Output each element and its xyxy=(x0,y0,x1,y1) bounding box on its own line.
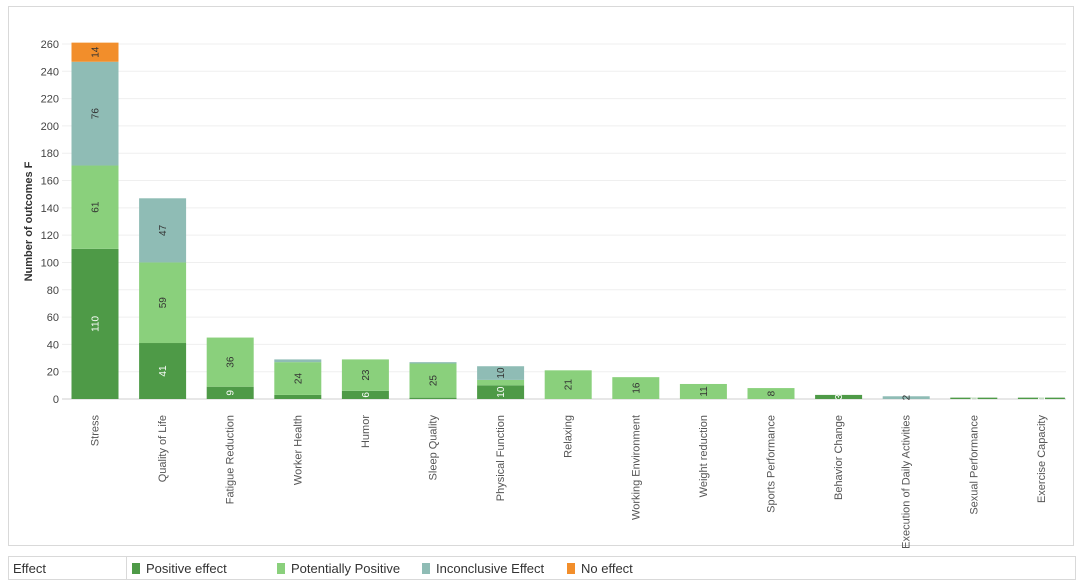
bar-segment xyxy=(815,394,863,399)
data-label: 1 xyxy=(969,395,980,401)
bar-segment xyxy=(477,379,525,386)
bar-segment xyxy=(274,394,322,399)
data-label: 8 xyxy=(767,390,778,396)
data-label: 11 xyxy=(699,386,710,397)
bar-segment xyxy=(71,248,119,399)
y-axis-title: Number of outcomes F xyxy=(23,161,35,281)
y-tick-label: 120 xyxy=(41,230,59,242)
y-tick-label: 260 xyxy=(41,39,59,51)
legend-swatch-no-effect xyxy=(567,562,575,574)
x-tick-label: Relaxing xyxy=(563,415,575,458)
bar-segment xyxy=(477,385,525,399)
bar-segment xyxy=(139,343,187,399)
bar-segment xyxy=(274,359,322,363)
data-label: 10 xyxy=(496,367,507,379)
legend-swatch-inconclusive-effect xyxy=(422,562,430,574)
legend-item-no-effect[interactable]: No effect xyxy=(567,561,633,576)
bar-segment xyxy=(679,383,727,399)
data-label: 59 xyxy=(158,297,169,309)
bar-segment xyxy=(274,362,322,395)
x-tick-label: Sports Performance xyxy=(766,415,778,513)
data-label: 6 xyxy=(361,392,372,398)
legend: Effect Positive effect Potentially Posit… xyxy=(8,556,1076,580)
x-tick-label: Execution of Daily Activities xyxy=(901,415,913,549)
y-tick-label: 140 xyxy=(41,203,59,215)
bar-segment xyxy=(612,377,660,399)
bar-segment xyxy=(71,165,119,249)
data-label: 3 xyxy=(834,394,845,400)
y-tick-label: 180 xyxy=(41,148,59,160)
bar-segment xyxy=(139,262,187,344)
data-label: 41 xyxy=(158,365,169,377)
legend-label: Inconclusive Effect xyxy=(436,560,545,576)
y-tick-label: 220 xyxy=(41,94,59,106)
bar-segment xyxy=(409,363,457,398)
y-tick-label: 240 xyxy=(41,66,59,78)
data-label: 14 xyxy=(91,46,102,58)
x-tick-label: Exercise Capacity xyxy=(1036,415,1048,504)
x-tick-label: Fatigue Reduction xyxy=(225,415,237,504)
data-label: 9 xyxy=(226,390,237,396)
y-tick-label: 60 xyxy=(47,312,59,324)
data-label: 24 xyxy=(293,373,304,385)
bar-segment xyxy=(544,370,592,399)
y-tick-label: 160 xyxy=(41,176,59,188)
data-label: 76 xyxy=(91,108,102,120)
legend-label: Potentially Positive xyxy=(291,560,401,576)
x-tick-label: Quality of Life xyxy=(157,415,169,482)
bar-segment xyxy=(409,362,457,364)
y-tick-label: 0 xyxy=(53,394,59,406)
data-label: 21 xyxy=(564,379,575,391)
x-tick-label: Sleep Quality xyxy=(428,415,440,481)
y-tick-label: 20 xyxy=(47,367,59,379)
bar-segment xyxy=(341,390,389,399)
x-tick-label: Behavior Change xyxy=(833,415,845,500)
y-tick-label: 40 xyxy=(47,339,59,351)
chart-frame xyxy=(8,6,1074,546)
x-tick-label: Physical Function xyxy=(495,415,507,501)
bar-segment xyxy=(139,198,187,263)
bar-segment xyxy=(477,366,525,380)
bar-segment xyxy=(71,61,119,166)
data-label: 47 xyxy=(158,224,169,236)
y-tick-label: 200 xyxy=(41,121,59,133)
y-tick-label: 100 xyxy=(41,257,59,269)
legend-swatch-positive-effect xyxy=(132,562,140,574)
data-label: 1 xyxy=(1037,395,1048,401)
y-tick-label: 80 xyxy=(47,285,59,297)
bar-segment xyxy=(950,397,998,399)
bar-segment xyxy=(71,42,119,62)
legend-label: Positive effect xyxy=(146,560,227,576)
data-label: 36 xyxy=(226,356,237,368)
x-tick-label: Humor xyxy=(360,415,372,448)
x-tick-label: Sexual Performance xyxy=(968,415,980,515)
bar-segment xyxy=(341,359,389,391)
bar-segment xyxy=(747,388,795,399)
legend-title: Effect xyxy=(9,557,127,579)
bar-segment xyxy=(206,337,254,387)
data-label: 110 xyxy=(91,315,102,331)
x-tick-label: Working Environment xyxy=(630,415,642,520)
stacked-bar-chart: 0 20 40 60 80 100 120 140 160 180 200 220 240 260 Numb… xyxy=(23,39,1066,549)
x-tick-label: Worker Health xyxy=(292,415,304,485)
x-tick-label: Stress xyxy=(90,415,102,447)
legend-item-positive-effect[interactable]: Positive effect xyxy=(132,561,272,576)
bar-segment xyxy=(206,386,254,399)
bar-segment xyxy=(882,396,930,399)
legend-item-inconclusive-effect[interactable]: Inconclusive Effect xyxy=(422,561,562,576)
legend-item-potentially-positive[interactable]: Potentially Positive xyxy=(277,561,417,576)
x-tick-label: Weight reduction xyxy=(698,415,710,497)
legend-swatch-potentially-positive xyxy=(277,562,285,574)
data-label: 2 xyxy=(902,394,913,400)
bar-segment xyxy=(409,397,457,399)
data-label: 10 xyxy=(496,386,507,398)
bar-segment xyxy=(1017,397,1065,399)
data-label: 16 xyxy=(631,382,642,394)
data-label: 25 xyxy=(429,375,440,387)
legend-label: No effect xyxy=(581,560,633,576)
data-label: 61 xyxy=(91,201,102,213)
data-label: 23 xyxy=(361,369,372,381)
